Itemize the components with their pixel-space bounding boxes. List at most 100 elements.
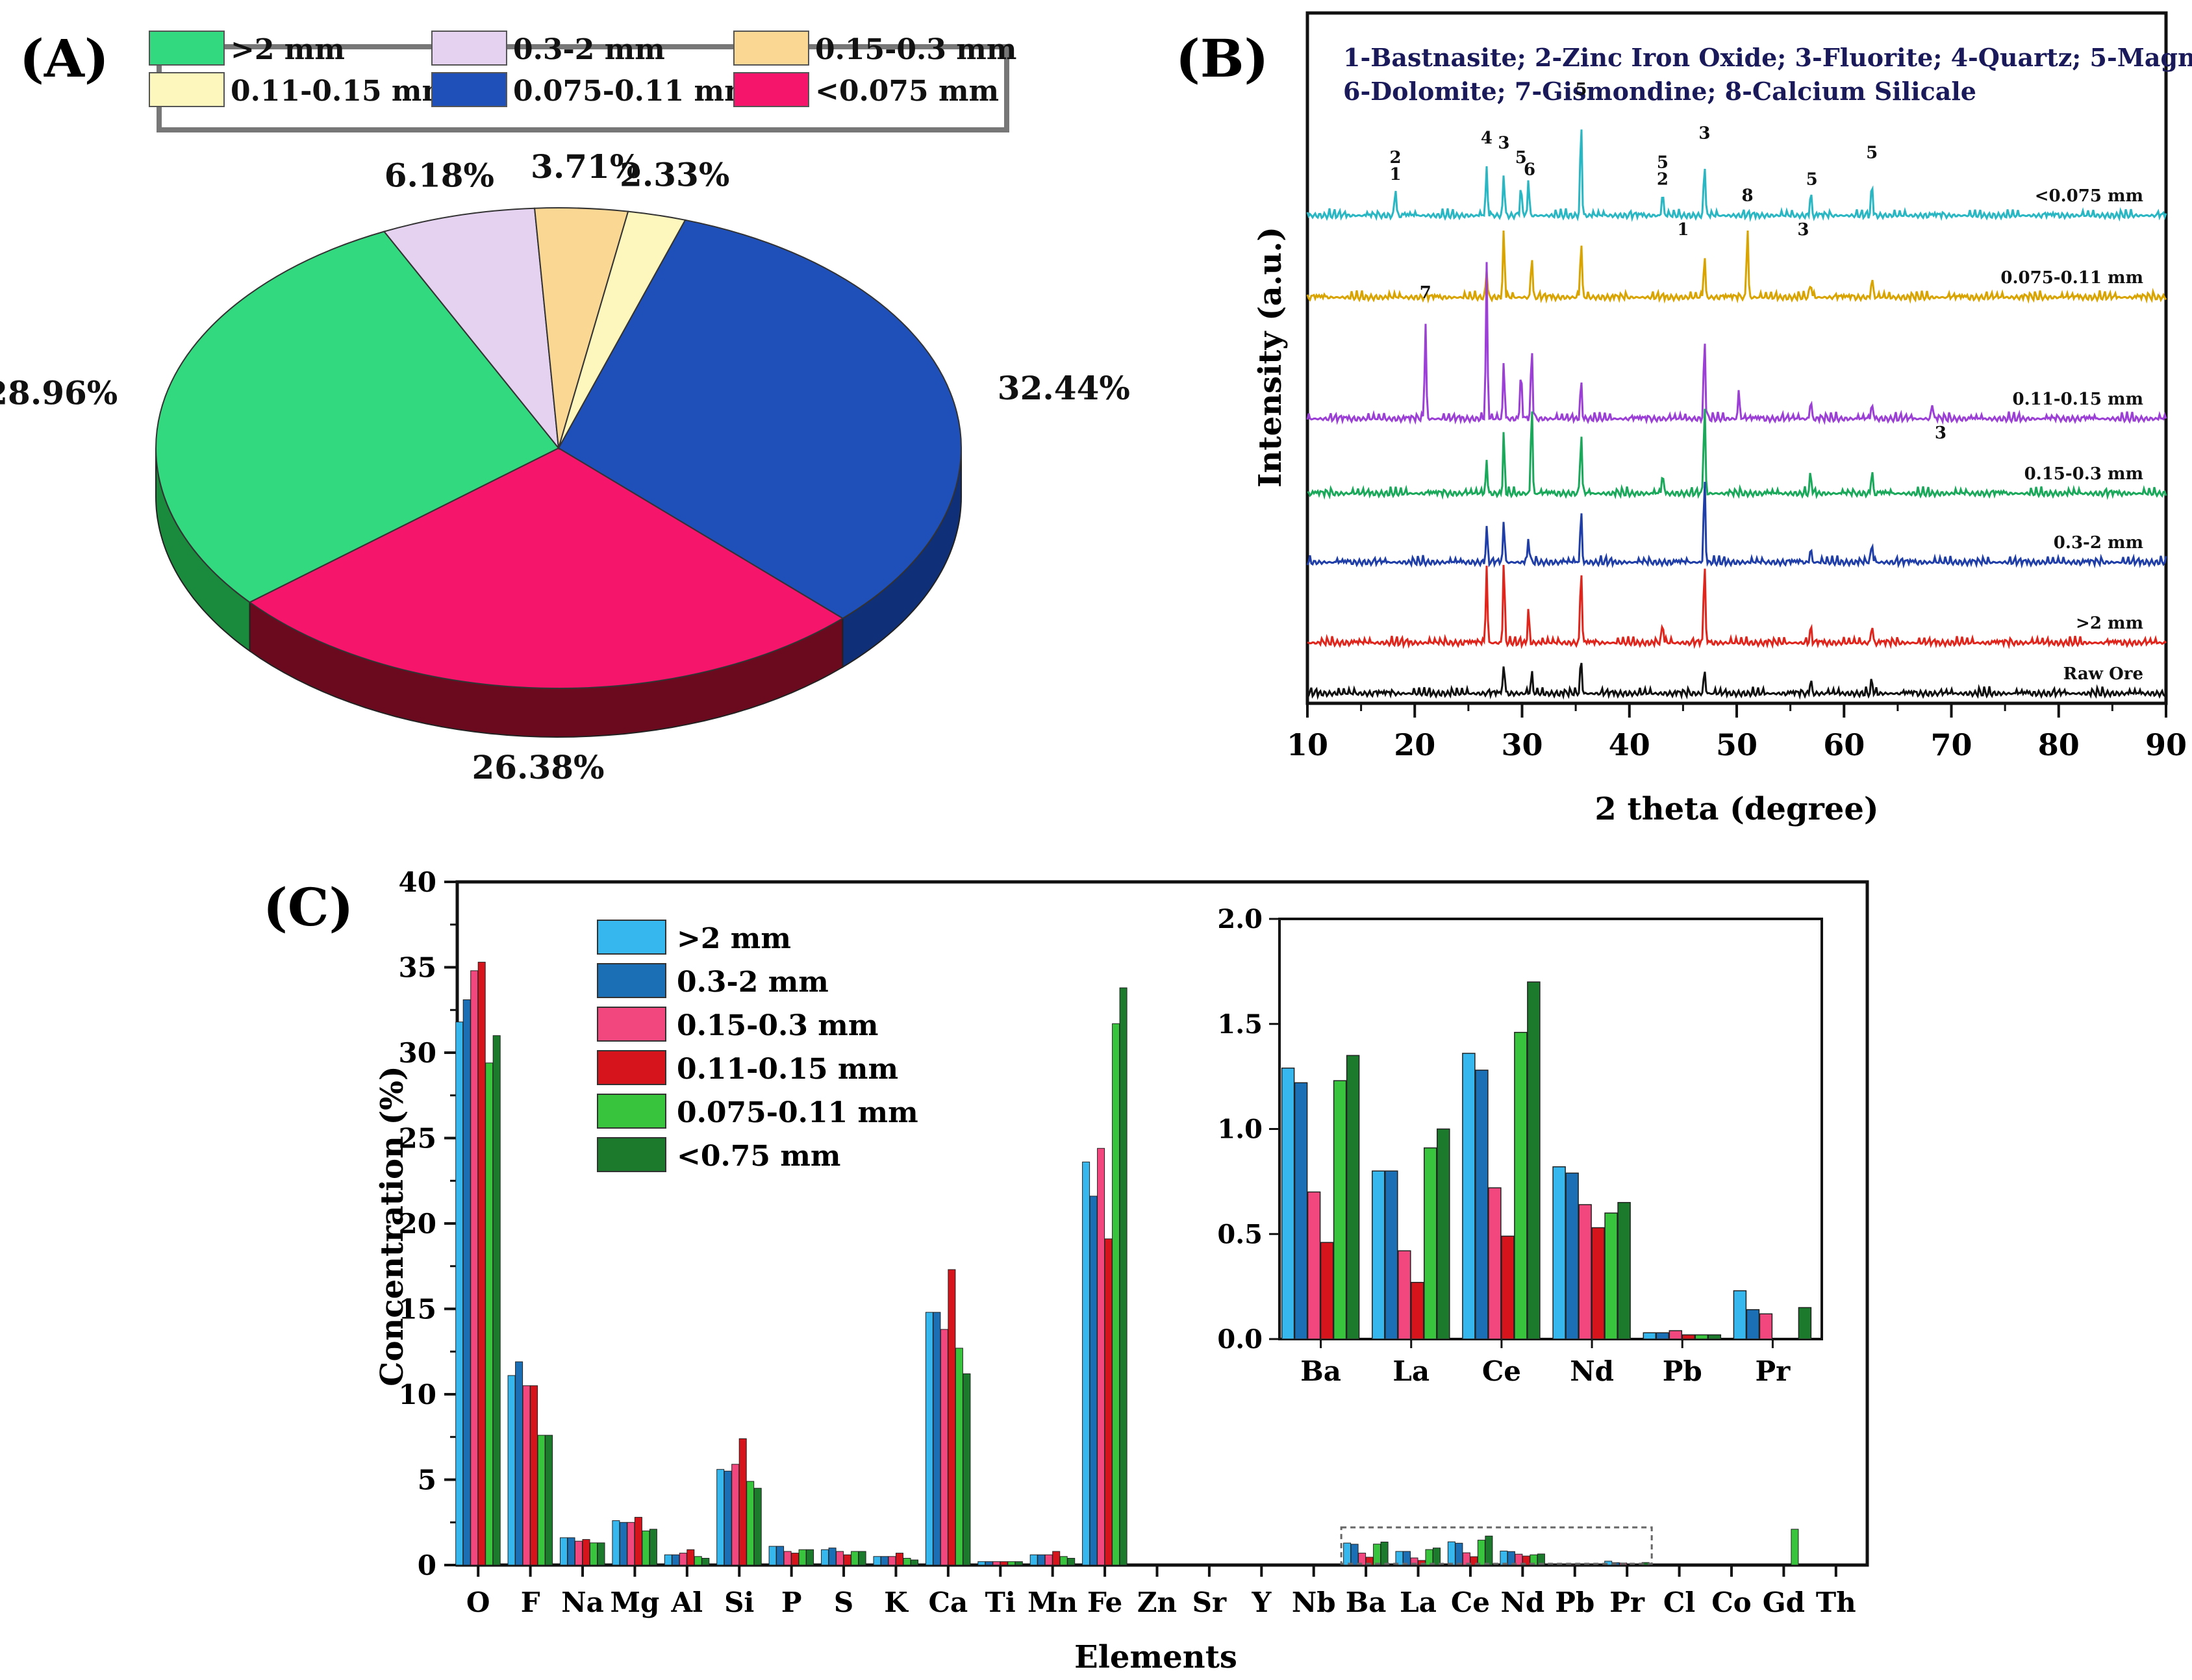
panel-b-label: (B) bbox=[1176, 28, 1268, 89]
bar-Ce-5 bbox=[1485, 1535, 1493, 1566]
bar-Fe-3 bbox=[1104, 1238, 1113, 1566]
bar-Mn-2 bbox=[1044, 1554, 1053, 1566]
bar-Ce-1 bbox=[1455, 1542, 1463, 1566]
pie-chart: 32.44% 26.38% 28.96% 6.18% 3.71%2.33% bbox=[0, 147, 1130, 786]
bar-P-0 bbox=[768, 1546, 777, 1566]
inset-bar-Ce-2 bbox=[1488, 1187, 1502, 1340]
xrd-annotation-0: 2 bbox=[1389, 148, 1401, 168]
bar-Ti-1 bbox=[985, 1561, 993, 1566]
bar-Al-4 bbox=[694, 1556, 702, 1566]
pie-label-4: 3.71% bbox=[531, 147, 640, 186]
inset-bar-Nd-2 bbox=[1578, 1204, 1592, 1340]
bar-La-5 bbox=[1433, 1548, 1441, 1566]
inset-bar-Pr-2 bbox=[1759, 1313, 1773, 1340]
bar-legend-swatch-2 bbox=[597, 1007, 666, 1042]
inset-bar-Ba-4 bbox=[1333, 1080, 1347, 1340]
xrd-annotation-11: 3 bbox=[1797, 220, 1809, 240]
inset-bar-La-1 bbox=[1385, 1170, 1398, 1340]
bar-xtick-label-4: Al bbox=[671, 1586, 703, 1618]
bar-P-4 bbox=[798, 1549, 807, 1566]
bar-F-1 bbox=[515, 1361, 523, 1566]
bar-Mn-1 bbox=[1037, 1554, 1046, 1566]
xrd-series-6 bbox=[1307, 662, 2167, 700]
bar-xtick-label-13: Zn bbox=[1137, 1586, 1177, 1618]
bar-Al-2 bbox=[679, 1553, 687, 1566]
bar-Ca-1 bbox=[933, 1312, 941, 1566]
bar-Mg-5 bbox=[649, 1529, 657, 1566]
inset-bar-Nd-1 bbox=[1565, 1172, 1579, 1340]
bar-S-4 bbox=[851, 1551, 859, 1566]
bar-xtick-label-14: Sr bbox=[1192, 1586, 1227, 1618]
xrd-annotation-15: 7 bbox=[1420, 283, 1431, 303]
bar-ytick-label-2: 10 bbox=[399, 1379, 436, 1410]
legend-swatch-3 bbox=[149, 72, 225, 107]
xrd-ylabel: Intensity (a.u.) bbox=[1252, 227, 1289, 488]
inset-ytick-label-0: 0.0 bbox=[1217, 1324, 1263, 1355]
bar-Mn-4 bbox=[1059, 1556, 1068, 1566]
bar-Ca-3 bbox=[948, 1269, 956, 1566]
xrd-chart: 10 20 30 40 50 60 70 80 90 2 theta (degree) Intens… bbox=[1252, 11, 2192, 827]
bar-Ti-5 bbox=[1014, 1561, 1023, 1566]
legend-frame bbox=[157, 44, 1009, 132]
bar-Ti-3 bbox=[1000, 1561, 1008, 1566]
bar-F-5 bbox=[545, 1435, 553, 1566]
bar-K-0 bbox=[873, 1556, 881, 1566]
inset-bar-Ba-3 bbox=[1320, 1242, 1334, 1340]
inset-highlight-box bbox=[1340, 1526, 1653, 1565]
bar-xtick-label-11: Mn bbox=[1027, 1586, 1077, 1618]
legend-label-5: <0.075 mm bbox=[815, 75, 999, 108]
bar-Nd-5 bbox=[1537, 1553, 1545, 1566]
xrd-annotation-7: 5 bbox=[1657, 153, 1669, 173]
xrd-tick-label-7: 80 bbox=[2038, 727, 2080, 762]
inset-xtick-label-4: Pb bbox=[1663, 1355, 1702, 1387]
bar-xtick-label-15: Y bbox=[1251, 1586, 1272, 1618]
inset-bar-Ce-3 bbox=[1501, 1235, 1515, 1340]
xrd-series-5 bbox=[1307, 564, 2167, 649]
bar-K-5 bbox=[911, 1559, 918, 1566]
pie-label-1: 26.38% bbox=[472, 748, 604, 786]
bar-xtick-label-21: Pb bbox=[1555, 1586, 1594, 1618]
bar-Mg-1 bbox=[619, 1522, 627, 1566]
inset-bar-Pb-4 bbox=[1694, 1334, 1709, 1340]
inset-xtick-label-3: Nd bbox=[1570, 1355, 1614, 1387]
bar-Fe-0 bbox=[1082, 1161, 1090, 1566]
xrd-tick-label-1: 20 bbox=[1394, 727, 1435, 762]
bar-xtick-label-7: S bbox=[834, 1586, 853, 1618]
legend-label-1: 0.3-2 mm bbox=[513, 33, 665, 66]
bar-ytick-label-6: 30 bbox=[399, 1037, 436, 1069]
xrd-annotation-4: 5 bbox=[1515, 148, 1527, 168]
xrd-series-label-2: 0.11-0.15 mm bbox=[2012, 390, 2143, 409]
bar-xtick-label-12: Fe bbox=[1087, 1586, 1122, 1618]
xrd-annotation-3: 3 bbox=[1498, 134, 1509, 153]
inset-bar-Pb-3 bbox=[1682, 1334, 1696, 1340]
bar-Ba-0 bbox=[1343, 1542, 1352, 1566]
inset-frame bbox=[1278, 918, 1823, 1340]
bar-ytick-label-8: 40 bbox=[399, 866, 436, 898]
bar-Ba-1 bbox=[1350, 1544, 1359, 1566]
pie-slice-2 bbox=[155, 231, 560, 603]
inset-bar-Pr-5 bbox=[1798, 1307, 1812, 1340]
bar-xlabel: Elements bbox=[1074, 1639, 1237, 1675]
bar-legend-swatch-1 bbox=[597, 963, 666, 998]
bar-F-4 bbox=[537, 1435, 546, 1566]
xrd-annotation-8: 2 bbox=[1657, 170, 1669, 190]
bar-Mn-0 bbox=[1029, 1554, 1038, 1566]
bar-Fe-1 bbox=[1089, 1196, 1098, 1566]
xrd-series-label-6: Raw Ore bbox=[2063, 664, 2143, 684]
inset-bar-Nd-0 bbox=[1552, 1166, 1566, 1340]
legend-swatch-0 bbox=[149, 31, 225, 66]
bar-xtick-label-20: Nd bbox=[1500, 1586, 1544, 1618]
xrd-series-label-3: 0.15-0.3 mm bbox=[2024, 464, 2143, 484]
xrd-annotation-16: 3 bbox=[1935, 423, 1946, 443]
bar-Si-4 bbox=[746, 1481, 755, 1566]
bar-Mg-0 bbox=[612, 1520, 620, 1566]
bar-S-1 bbox=[828, 1548, 837, 1566]
inset-xtick-label-1: La bbox=[1392, 1355, 1430, 1387]
bar-ytick-label-0: 0 bbox=[418, 1549, 436, 1581]
inset-xtick-label-0: Ba bbox=[1300, 1355, 1341, 1387]
bar-Ba-4 bbox=[1373, 1544, 1381, 1566]
bar-Na-4 bbox=[590, 1542, 598, 1566]
bar-legend-label-0: >2 mm bbox=[677, 922, 791, 955]
bar-Al-0 bbox=[664, 1554, 672, 1566]
bar-legend-label-2: 0.15-0.3 mm bbox=[677, 1009, 878, 1042]
